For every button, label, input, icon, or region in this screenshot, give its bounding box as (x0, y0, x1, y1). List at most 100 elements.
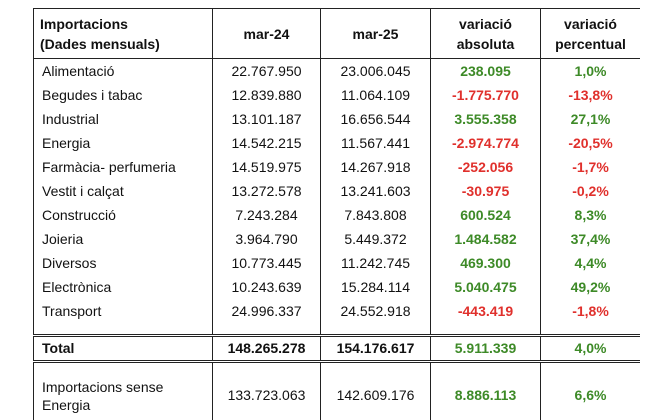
cell: 14.542.215 (212, 131, 321, 155)
cell: 13.272.578 (212, 179, 321, 203)
cell: 3.555.358 (430, 107, 541, 131)
total-row: Total 148.265.278 154.176.617 5.911.339 4,0% (33, 334, 640, 363)
spacer (320, 361, 431, 374)
spacer-row (33, 323, 640, 336)
data-row: Industrial 13.101.187 16.656.544 3.555.358 2… (33, 107, 640, 131)
cell: variació absoluta (430, 8, 541, 59)
spacer-row (33, 361, 640, 374)
cell: 154.176.617 (320, 334, 431, 363)
cell: 11.064.109 (320, 83, 431, 107)
cell: -2.974.774 (430, 131, 541, 155)
cell: 3.964.790 (212, 227, 321, 251)
cell: 15.284.114 (320, 275, 431, 299)
cell: 49,2% (540, 275, 640, 299)
cell: 24.996.337 (212, 299, 321, 323)
spacer (33, 361, 213, 374)
spacer (212, 361, 321, 374)
row-label: Importacions sense Energia (33, 374, 213, 420)
cell-line: percentual (555, 35, 626, 52)
cell: 27,1% (540, 107, 640, 131)
cell-line: absoluta (456, 35, 515, 52)
cell-line: Importacions (40, 15, 128, 32)
row-label: Diversos (33, 251, 213, 275)
cell: 1,0% (540, 58, 640, 83)
row-label: Construcció (33, 203, 213, 227)
cell: 10.243.639 (212, 275, 321, 299)
cell-line: Energia (42, 397, 91, 413)
spacer (320, 323, 431, 336)
cell: 6,6% (540, 374, 640, 420)
row-label: Joieria (33, 227, 213, 251)
table-container: Importacions (Dades mensuals) mar-24 mar-25… (33, 8, 640, 420)
data-row: Joieria 3.964.790 5.449.372 1.484.582 37,4% (33, 227, 640, 251)
data-row: Electrònica 10.243.639 15.284.114 5.040.475… (33, 275, 640, 299)
spacer (212, 323, 321, 336)
data-row: Transport 24.996.337 24.552.918 -443.419 -1,… (33, 299, 640, 323)
cell: -443.419 (430, 299, 541, 323)
data-row: Construcció 7.243.284 7.843.808 600.524 8,3% (33, 203, 640, 227)
spacer (430, 323, 541, 336)
cell: 12.839.880 (212, 83, 321, 107)
data-row: Farmàcia- perfumeria 14.519.975 14.267.918… (33, 155, 640, 179)
data-row: Diversos 10.773.445 11.242.745 469.300 4,4% (33, 251, 640, 275)
row-label: Alimentació (33, 58, 213, 83)
cell: 1.484.582 (430, 227, 541, 251)
row-label: Farmàcia- perfumeria (33, 155, 213, 179)
cell: -1,8% (540, 299, 640, 323)
cell: 37,4% (540, 227, 640, 251)
cell: 5.040.475 (430, 275, 541, 299)
cell: mar-24 (212, 8, 321, 59)
cell: 13.101.187 (212, 107, 321, 131)
header-row: Importacions (Dades mensuals) mar-24 mar-25… (33, 8, 640, 59)
cell: 23.006.045 (320, 58, 431, 83)
cell: 4,0% (540, 334, 640, 363)
cell: 10.773.445 (212, 251, 321, 275)
row-label: Energia (33, 131, 213, 155)
cell: 8,3% (540, 203, 640, 227)
cell: 4,4% (540, 251, 640, 275)
cell: -13,8% (540, 83, 640, 107)
cell: -20,5% (540, 131, 640, 155)
cell: variació percentual (540, 8, 640, 59)
cell-line: (Dades mensuals) (40, 35, 160, 52)
data-row: Begudes i tabac 12.839.880 11.064.109 -1.77… (33, 83, 640, 107)
cell-line: mar-25 (352, 25, 399, 42)
cell: 14.267.918 (320, 155, 431, 179)
cell: mar-25 (320, 8, 431, 59)
cell: 24.552.918 (320, 299, 431, 323)
cell-line: variació (459, 15, 512, 32)
cell: 11.242.745 (320, 251, 431, 275)
cell-line: Importacions sense (42, 379, 164, 395)
cell: 13.241.603 (320, 179, 431, 203)
data-row: Alimentació 22.767.950 23.006.045 238.095 1,… (33, 58, 640, 83)
cell-line: mar-24 (243, 25, 290, 42)
row-label: Total (33, 334, 213, 363)
cell: 7.843.808 (320, 203, 431, 227)
cell: 8.886.113 (430, 374, 541, 420)
data-row: Vestit i calçat 13.272.578 13.241.603 -30.9… (33, 179, 640, 203)
row-label: Transport (33, 299, 213, 323)
spacer (33, 323, 213, 336)
spacer (540, 323, 640, 336)
imports-table: Importacions (Dades mensuals) mar-24 mar-25… (33, 8, 640, 420)
cell: 22.767.950 (212, 58, 321, 83)
cell: 148.265.278 (212, 334, 321, 363)
row-label: Begudes i tabac (33, 83, 213, 107)
cell: -1.775.770 (430, 83, 541, 107)
cell: 469.300 (430, 251, 541, 275)
cell: -1,7% (540, 155, 640, 179)
row-label: Vestit i calçat (33, 179, 213, 203)
cell: 16.656.544 (320, 107, 431, 131)
cell-line: variació (564, 15, 617, 32)
table-body: Importacions (Dades mensuals) mar-24 mar-25… (33, 8, 640, 420)
cell: -30.975 (430, 179, 541, 203)
extra-row: Importacions sense Energia 133.723.063 142.… (33, 374, 640, 420)
cell: 5.449.372 (320, 227, 431, 251)
row-label: Industrial (33, 107, 213, 131)
cell: 600.524 (430, 203, 541, 227)
data-row: Energia 14.542.215 11.567.441 -2.974.774 -20… (33, 131, 640, 155)
cell: 7.243.284 (212, 203, 321, 227)
cell: -252.056 (430, 155, 541, 179)
cell: 238.095 (430, 58, 541, 83)
